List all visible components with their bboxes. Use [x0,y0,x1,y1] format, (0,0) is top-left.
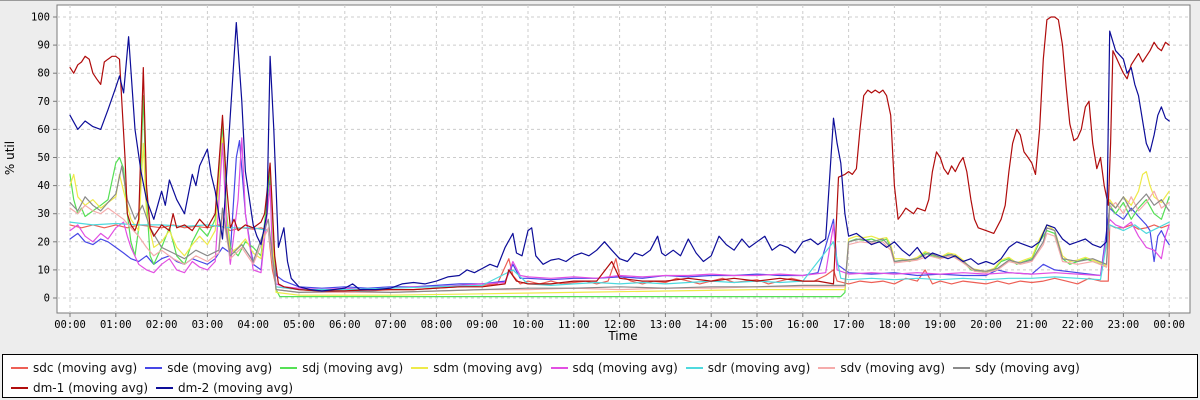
legend-swatch-icon [11,366,28,369]
series-line-dm-2 [69,22,1170,292]
y-tick-label: 60 [37,124,50,136]
x-tick-label: 08:00 [421,319,453,331]
x-tick-label: 09:00 [466,319,498,331]
y-tick-label: 100 [31,12,50,24]
y-tick-label: 80 [37,68,50,80]
legend-swatch-icon [550,366,568,369]
legend-label: sdm (moving avg) [433,360,543,375]
legend-item-sdq: sdq (moving avg) [550,359,678,376]
y-tick-label: 30 [37,208,50,220]
utilization-chart: 0 10 20 30 40 50 60 70 80 90 100 00:00 01:00 02:00 03:… [0,1,1200,353]
series-line-sde [69,140,1170,289]
x-axis-title: Time [607,329,637,343]
x-tick-label: 00:00 [1153,319,1185,331]
x-tick-label: 17:00 [833,319,865,331]
x-tick-label: 15:00 [741,319,773,331]
x-tick-label: 11:00 [558,319,590,331]
x-tick-label: 04:00 [237,319,269,331]
legend-swatch-icon [953,366,971,369]
legend-item-sdy: sdy (moving avg) [953,359,1080,376]
legend-swatch-icon [411,366,429,369]
x-tick-label: 21:00 [1016,319,1048,331]
y-tick-label: 40 [37,180,50,192]
legend-swatch-icon [685,366,703,369]
legend-label: sdr (moving avg) [707,360,811,375]
legend-item-sdm: sdm (moving avg) [411,359,543,376]
legend-item-dm-2: dm-2 (moving avg) [156,379,293,396]
legend-item-sde: sde (moving avg) [145,359,272,376]
x-tick-label: 16:00 [787,319,819,331]
legend-swatch-icon [145,366,163,369]
series-line-sdv [69,190,1170,293]
legend-label: sdv (moving avg) [840,360,946,375]
x-tick-label: 14:00 [695,319,727,331]
x-tick-label: 02:00 [146,319,178,331]
chart-legend: sdc (moving avg) sde (moving avg) sdj (mov… [2,354,1198,398]
legend-swatch-icon [11,386,28,389]
legend-label: sdq (moving avg) [572,360,678,375]
legend-item-dm-1: dm-1 (moving avg) [11,379,148,396]
x-tick-label: 01:00 [100,319,132,331]
y-tick-label: 0 [44,293,50,305]
legend-label: sdy (moving avg) [975,360,1080,375]
legend-item-sdc: sdc (moving avg) [11,359,137,376]
legend-label: sdc (moving avg) [33,360,138,375]
y-tick-label: 70 [37,96,50,108]
series-line-sdm [69,137,1170,296]
x-tick-label: 18:00 [879,319,911,331]
legend-label: sdj (moving avg) [302,360,404,375]
y-tick-label: 10 [37,264,50,276]
x-tick-label: 22:00 [1062,319,1094,331]
x-tick-label: 05:00 [283,319,315,331]
legend-item-sdv: sdv (moving avg) [818,359,945,376]
legend-swatch-icon [818,366,836,369]
x-tick-label: 13:00 [650,319,682,331]
x-tick-label: 07:00 [375,319,407,331]
y-tick-label: 90 [37,40,50,52]
x-tick-label: 12:00 [604,319,636,331]
y-tick-label: 20 [37,236,50,248]
series-line-sdy [69,165,1170,293]
x-tick-label: 19:00 [924,319,956,331]
x-tick-label: 03:00 [192,319,224,331]
x-tick-label: 23:00 [1108,319,1140,331]
x-tick-label: 06:00 [329,319,361,331]
x-tick-label: 10:00 [512,319,544,331]
legend-label: dm-1 (moving avg) [33,380,149,395]
y-tick-label: 50 [37,152,50,164]
x-tick-label: 00:00 [54,319,86,331]
legend-label: dm-2 (moving avg) [178,380,294,395]
series-line-sdr [69,221,1170,291]
legend-item-sdr: sdr (moving avg) [685,359,811,376]
legend-label: sde (moving avg) [167,360,273,375]
x-tick-label: 20:00 [970,319,1002,331]
series-line-sdq [69,137,1170,291]
legend-swatch-icon [280,366,298,369]
legend-swatch-icon [156,386,174,389]
legend-item-sdj: sdj (moving avg) [280,359,403,376]
y-axis-title: % util [3,141,17,175]
series-line-dm-1 [69,16,1170,292]
